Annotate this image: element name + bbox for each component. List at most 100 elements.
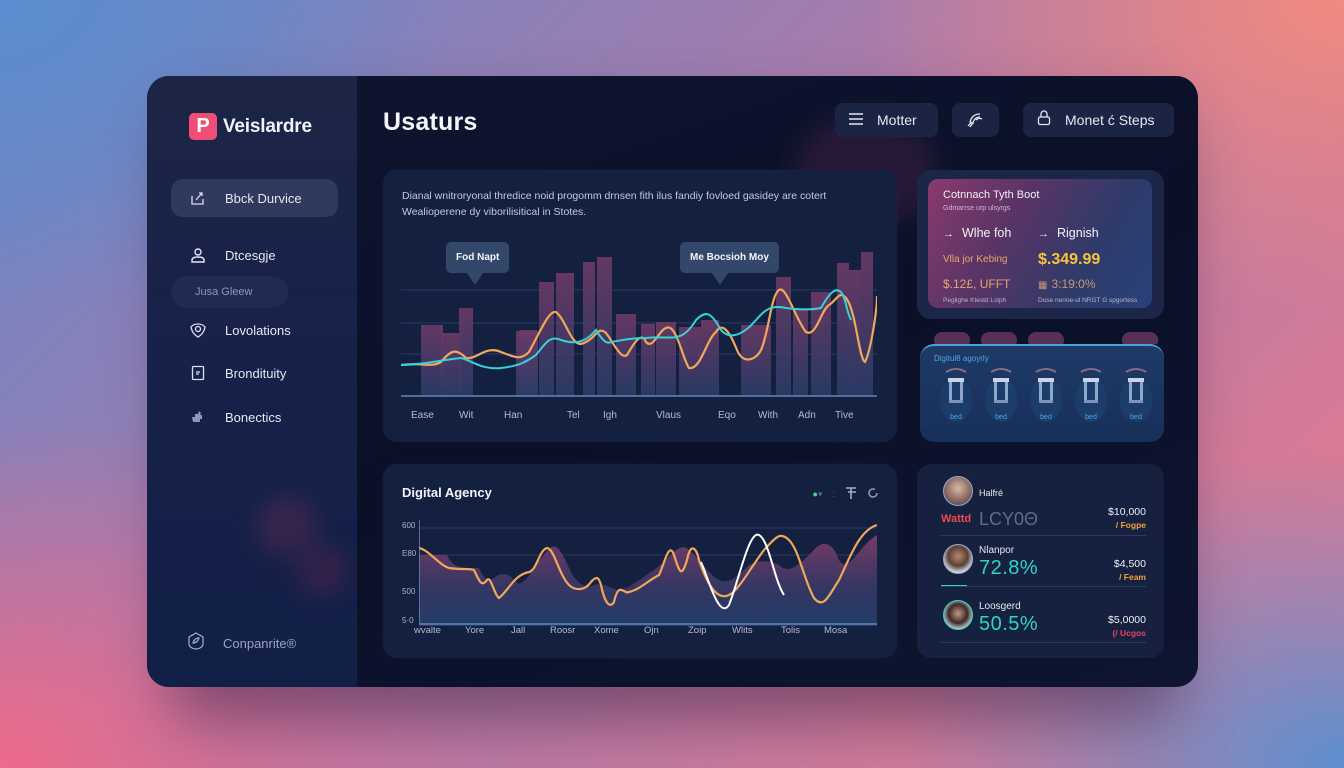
building-icon: ▦ [1038,280,1048,291]
gpu-unit-label: bed [1040,414,1052,421]
x-axis-label: Roosr [550,625,576,636]
sidebar-item-label: Dtcesgje [225,247,276,263]
gpu-panel: Digitul8 agoyrly bed bed bed bed bed [920,344,1164,442]
leaderboard-percent: 72.8% [979,557,1039,579]
sidebar-item-label: Bbck Durvice [225,190,302,206]
sidebar-item-dtcesgje[interactable]: Dtcesgje [171,236,276,274]
gpu-unit[interactable] [940,364,972,428]
leaderboard-row[interactable]: Nlanpor 72.8% $4,500 / Feam [941,544,1146,604]
gpu-unit-label: bed [995,414,1007,421]
leaderboard-sub: (/ Ucgos [1112,628,1146,638]
gpu-unit[interactable] [985,364,1017,428]
leaderboard-name: Halfré [979,488,1004,498]
pricing-footer-right: Dose nenoe-ul NRGT G spgortess [1038,297,1138,304]
divider [941,642,1146,643]
decorative-cap [1122,332,1158,344]
y-axis-label: 5·0 [402,616,414,625]
y-axis-label: 600 [402,521,416,530]
leaderboard-amount: $4,500 [1113,558,1146,570]
gpu-unit[interactable] [1075,364,1107,428]
pricing-card: Cotnnach Tyth Boot Gdmarrse urp ulsyrgs … [917,170,1164,319]
pricing-subtitle: Gdmarrse urp ulsyrgs [943,205,1011,212]
gpu-tube-icon [1075,368,1107,422]
chart-description: Dianal wnitroryonal thredice noid progom… [402,190,827,218]
leaderboard-row[interactable]: Loosgerd 50.5% $5,0000 (/ Ucgos [941,600,1146,660]
x-axis-label: Jall [511,625,526,636]
separator-icon: : [832,489,835,499]
satellite-button[interactable] [952,103,999,137]
divider [941,535,1146,536]
pricing-left-value: $.12£, UFFT [943,277,1011,291]
main-chart-card: Dianal wnitroryonal thredice noid progom… [383,170,897,442]
brand-logo-icon: P [189,113,217,140]
sidebar-item-brondituity[interactable]: Brondituity [171,354,286,392]
gpu-unit-label: bed [1085,414,1097,421]
x-axis-label: Ease [411,410,434,421]
leaderboard-sub: / Feam [1119,572,1146,582]
decorative-glow [257,496,317,556]
x-axis-label: Tive [835,410,854,421]
divider [941,586,1146,587]
x-axis-label: Vlaus [656,410,682,421]
pricing-option[interactable]: → Wlhe foh [943,226,1012,240]
gpu-unit[interactable] [1120,364,1152,428]
sidebar-subitem[interactable]: Jusa Gleew [171,276,288,308]
lock-icon [1037,110,1051,130]
gpu-caps [932,332,1162,346]
main-line-chart[interactable] [401,250,877,410]
x-axis-label: Tel [567,410,580,421]
puzzle-icon [187,409,209,425]
brand-name: Veislardre [223,115,312,137]
y-axis-label: E80 [402,549,417,558]
footer-label: Conpanrite® [223,635,297,651]
leaderboard-amount: $5,0000 [1108,614,1146,626]
digital-agency-card: Digital Agency ●▾ : 600 E80 500 5·0 [383,464,897,658]
legend-dot-icon[interactable]: ●▾ [812,488,823,499]
gpu-unit[interactable] [1030,364,1062,428]
sidebar-item-locations[interactable]: Lovolations [171,311,291,349]
avatar [943,476,973,506]
gpu-tube-icon [1030,368,1062,422]
leaderboard-name: Nlanpor [979,545,1015,556]
x-axis-label: Igh [603,410,617,421]
button-label: Motter [877,112,917,128]
leaderboard-row[interactable]: Halfré Wattd LCY0Θ $10,000 / Fogpe [941,476,1146,536]
leaderboard-sub: / Fogpe [1115,520,1146,530]
decorative-cap [1028,332,1064,344]
x-axis-label: Adn [798,410,816,421]
motter-button[interactable]: Motter [835,103,938,137]
pricing-title: Cotnnach Tyth Boot [943,189,1040,201]
pricing-option[interactable]: → Rignish [1038,226,1099,240]
x-axis-label: Mosa [824,625,848,636]
sidebar-item-label: Bonectics [225,409,282,425]
satellite-icon [966,110,986,131]
x-axis-label: With [758,410,778,421]
x-axis-label: Tolis [781,625,801,636]
x-axis-label: wvalte [414,625,441,636]
filter-icon[interactable] [845,486,857,502]
sidebar-footer-company[interactable]: Conpanrite® [187,632,296,654]
refresh-icon[interactable] [867,487,879,502]
card-title: Digital Agency [402,485,492,500]
leaderboard-value: LCY0Θ [979,509,1039,529]
pricing-card-inner[interactable]: Cotnnach Tyth Boot Gdmarrse urp ulsyrgs … [928,179,1152,308]
sidebar-item-back-service[interactable]: Bbck Durvice [171,179,338,217]
shield-location-icon [187,322,209,338]
brand[interactable]: P Veislardre [189,113,312,140]
status-badge: Wattd [941,513,972,525]
menu-icon [849,112,863,129]
leaderboard-amount: $10,000 [1108,506,1146,518]
sidebar: P Veislardre Bbck Durvice Dtcesgje Jusa … [147,76,357,687]
pricing-footer-left: Peglighe Ktestd Lstph [943,297,1007,304]
x-axis-label: Zoip [688,625,707,636]
x-axis-label: Xome [594,625,619,636]
monet-steps-button[interactable]: Monet ć Steps [1023,103,1174,137]
x-axis-label: Eqo [718,410,736,421]
avatar [943,544,973,574]
chart-toolbar: ●▾ : [813,486,879,502]
button-label: Monet ć Steps [1065,112,1155,128]
x-axis-label: Ojn [644,625,659,636]
sidebar-item-bonectics[interactable]: Bonectics [171,398,281,436]
gpu-tube-icon [1120,368,1152,422]
agency-area-chart[interactable] [419,520,877,626]
